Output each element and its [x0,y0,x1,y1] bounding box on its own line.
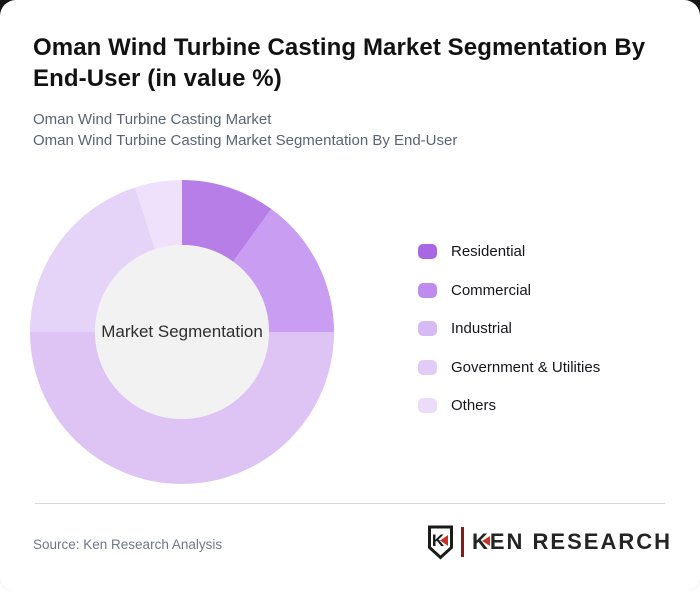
donut-segment-others [135,180,182,250]
ken-research-logo: K K EN RESEARCH [427,524,672,560]
legend-label: Others [451,397,497,414]
legend-item: Government & Utilities [418,358,601,376]
legend-item: Others [418,398,600,413]
legend-swatch [418,321,437,336]
donut-chart-svg [30,180,334,484]
logo-k-triangle-icon [481,536,490,546]
donut-segment-industrial [30,332,334,484]
donut-inner-circle [95,245,269,419]
donut-chart [0,150,364,514]
source-text: Source: Ken Research Analysis [33,537,223,552]
legend-label: Residential [451,243,526,260]
chart-subtitles: Oman Wind Turbine Casting Market Oman Wi… [33,109,673,151]
logo-shield-icon: K [428,525,454,560]
legend-label: Industrial [451,320,512,337]
donut-segment-commercial [233,209,334,332]
donut-segment-government-utilities [30,187,156,332]
logo-shield-triangle-icon [440,534,449,546]
legend-item: Industrial [418,321,600,336]
logo-wordmark-k: K [471,529,490,554]
legend-item: Commercial [418,281,600,299]
legend-label: Government & Utilities [451,358,601,376]
legend-swatch [418,359,437,375]
donut-segment-residential [182,180,272,262]
donut-center-label: Market Segmentation [101,322,263,341]
page-title: Oman Wind Turbine Casting Market Segment… [33,34,646,92]
legend-item: Residential [418,244,600,259]
logo-separator [461,527,464,557]
legend-swatch [418,398,437,413]
legend-swatch [418,282,437,298]
footer-divider [35,503,665,504]
subtitle-line-2: Oman Wind Turbine Casting Market Segment… [33,132,458,149]
chart-legend: Residential Commercial Industrial Governmen… [418,244,600,437]
svg-text:K: K [432,531,445,550]
legend-label: Commercial [451,281,532,299]
legend-swatch [418,244,437,259]
logo-wordmark: K EN RESEARCH [471,529,672,554]
subtitle-line-1: Oman Wind Turbine Casting Market [33,111,272,128]
